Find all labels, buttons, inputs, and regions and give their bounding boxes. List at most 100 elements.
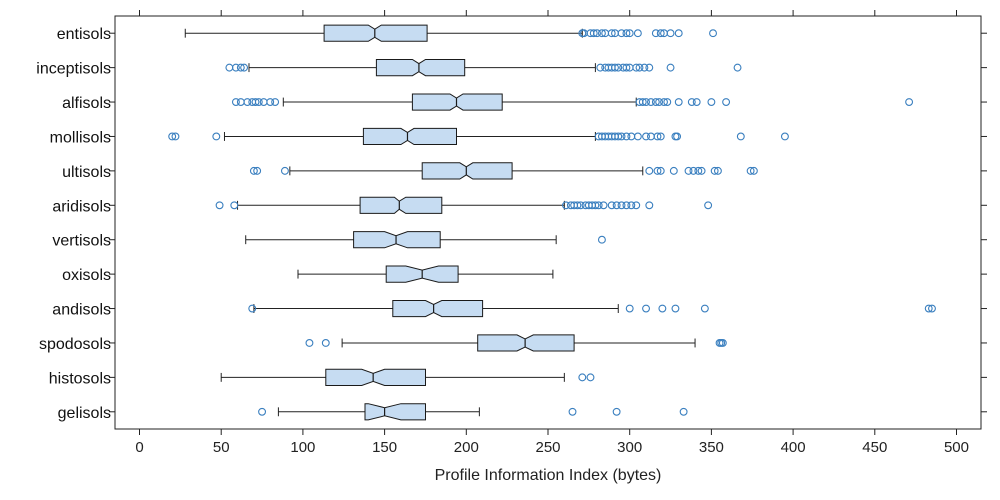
- outlier-point: [645, 166, 654, 175]
- outlier-point: [562, 201, 570, 210]
- outlier-point: [653, 132, 662, 141]
- box-body: [392, 300, 484, 318]
- box-group: [305, 334, 727, 352]
- category-label: alfisols: [62, 95, 111, 112]
- outlier-point: [671, 304, 680, 313]
- outlier-point: [666, 63, 675, 72]
- outlier-point: [673, 132, 682, 141]
- box-group: [168, 127, 789, 145]
- outlier-point: [617, 29, 626, 38]
- outlier-point: [642, 98, 650, 106]
- category-label: histosols: [49, 370, 111, 387]
- outlier-point: [589, 29, 598, 38]
- outlier-point: [258, 407, 267, 416]
- outlier-point: [687, 98, 696, 106]
- box-group: [184, 24, 717, 42]
- outlier-point: [321, 339, 330, 347]
- outlier-point: [746, 166, 755, 175]
- outlier-point: [658, 304, 667, 313]
- outlier-point: [642, 132, 650, 141]
- outlier-point: [215, 201, 224, 210]
- category-label: ultisols: [62, 164, 111, 181]
- box-group: [231, 93, 914, 111]
- outlier-point: [656, 166, 665, 175]
- x-tick-label: 150: [372, 439, 397, 456]
- outlier-point: [254, 98, 263, 106]
- x-tick-label: 350: [699, 439, 724, 456]
- outlier-point: [594, 201, 603, 210]
- outlier-point: [576, 201, 585, 210]
- category-label: spodosols: [39, 336, 111, 353]
- outlier-point: [928, 304, 936, 313]
- outlier-point: [679, 407, 688, 416]
- outlier-point: [645, 201, 654, 210]
- box-body: [375, 59, 466, 77]
- outlier-point: [707, 98, 716, 106]
- outlier-point: [240, 63, 249, 72]
- outlier-point: [597, 29, 606, 38]
- outlier-point: [669, 166, 678, 175]
- x-axis-ticks: 0 50 100 150 200 250 300 350 400 450 500: [135, 10, 969, 456]
- y-axis-category-labels: entisols inceptisols alfisols mollisols ulti…: [36, 26, 987, 422]
- outlier-point: [656, 132, 665, 141]
- outlier-point: [599, 201, 608, 210]
- box-group: [248, 300, 936, 318]
- box-body: [325, 368, 426, 386]
- box-group: [297, 265, 554, 283]
- box-body: [421, 162, 513, 180]
- outlier-point: [622, 201, 631, 210]
- outlier-point: [710, 166, 719, 175]
- outlier-point: [249, 166, 258, 175]
- outlier-point: [646, 98, 655, 106]
- x-tick-label: 0: [135, 439, 143, 456]
- category-label: mollisols: [50, 129, 111, 146]
- category-label: vertisols: [52, 233, 111, 250]
- x-tick-label: 300: [617, 439, 642, 456]
- box-group: [249, 162, 758, 180]
- outlier-point: [212, 132, 221, 141]
- category-label: entisols: [57, 26, 111, 43]
- outlier-point: [709, 29, 717, 38]
- box-group: [220, 368, 595, 386]
- outlier-point: [617, 201, 626, 210]
- outlier-point: [638, 98, 647, 106]
- box-group: [215, 196, 713, 214]
- x-tick-label: 250: [535, 439, 560, 456]
- outlier-point: [612, 201, 621, 210]
- outlier-point: [697, 166, 706, 175]
- outlier-point: [736, 132, 745, 141]
- outlier-point: [568, 407, 577, 416]
- outlier-point: [591, 201, 600, 210]
- outlier-point: [684, 166, 693, 175]
- outlier-point: [251, 98, 260, 106]
- box-group: [258, 403, 688, 421]
- outlier-point: [924, 304, 933, 313]
- outlier-point: [622, 132, 631, 141]
- outlier-point: [614, 132, 623, 141]
- outlier-point: [651, 98, 660, 106]
- outlier-point: [607, 29, 616, 38]
- outlier-point: [271, 98, 280, 106]
- outlier-point: [266, 98, 275, 106]
- category-label: aridisols: [52, 198, 111, 215]
- outlier-point: [617, 132, 626, 141]
- outlier-point: [627, 201, 636, 210]
- outlier-point: [674, 98, 683, 106]
- outlier-point: [625, 29, 634, 38]
- outlier-point: [578, 373, 587, 382]
- box-body: [323, 24, 428, 42]
- outlier-point: [700, 304, 709, 313]
- x-tick-label: 500: [944, 439, 969, 456]
- outlier-point: [666, 29, 675, 38]
- outlier-point: [653, 166, 662, 175]
- outlier-point: [635, 63, 644, 72]
- outlier-point: [733, 63, 742, 72]
- box-body: [477, 334, 575, 352]
- outlier-point: [612, 407, 621, 416]
- x-tick-label: 200: [454, 439, 479, 456]
- outlier-point: [651, 29, 660, 38]
- outlier-point: [253, 166, 262, 175]
- outlier-point: [905, 98, 914, 106]
- outlier-point: [689, 166, 698, 175]
